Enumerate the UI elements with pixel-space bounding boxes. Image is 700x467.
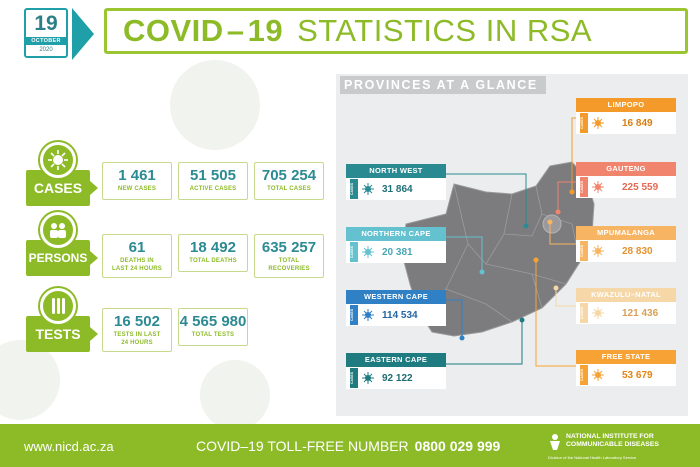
cases-tag: CASES bbox=[350, 179, 358, 199]
test-tubes-icon bbox=[40, 288, 76, 324]
virus-icon bbox=[592, 117, 604, 129]
province-western-cape: WESTERN CAPE CASES 114 534 bbox=[346, 290, 446, 326]
footer-bar: www.nicd.ac.za COVID–19 TOLL-FREE NUMBER… bbox=[0, 424, 700, 467]
footer-url[interactable]: www.nicd.ac.za bbox=[24, 439, 114, 454]
stat-value: 4 565 980 bbox=[179, 313, 247, 330]
stat-label: TOTAL bbox=[278, 258, 300, 264]
date-arrow bbox=[72, 8, 94, 60]
province-value: 121 436 bbox=[622, 307, 659, 319]
footer-toll-free: COVID–19 TOLL-FREE NUMBER 0800 029 999 bbox=[196, 438, 500, 454]
people-icon bbox=[40, 212, 76, 248]
province-name: MPUMALANGA bbox=[576, 226, 676, 240]
province-value: 114 534 bbox=[382, 309, 418, 321]
virus-icon bbox=[592, 307, 604, 319]
province-value: 31 864 bbox=[382, 183, 413, 195]
toll-label: COVID–19 TOLL-FREE NUMBER bbox=[196, 438, 409, 454]
virus-icon bbox=[40, 142, 76, 178]
title-light: STATISTICS IN RSA bbox=[297, 13, 593, 48]
nicd-logo-icon bbox=[550, 434, 560, 450]
stat-total-tests: 4 565 980 TOTAL TESTS bbox=[178, 308, 248, 346]
province-free-state: FREE STATE CASES 53 679 bbox=[576, 350, 676, 386]
province-name: WESTERN CAPE bbox=[346, 290, 446, 304]
cases-tag: CASES bbox=[350, 242, 358, 262]
province-name: FREE STATE bbox=[576, 350, 676, 364]
stat-value: 16 502 bbox=[114, 313, 160, 330]
province-kwazulu-natal: KWAZULU–NATAL CASES 121 436 bbox=[576, 288, 676, 324]
province-north-west: NORTH WEST CASES 31 864 bbox=[346, 164, 446, 200]
stat-label: LAST 24 HOURS bbox=[112, 266, 162, 272]
virus-icon bbox=[362, 309, 374, 321]
stat-label: TOTAL CASES bbox=[267, 186, 311, 192]
province-northern-cape: NORTHERN CAPE CASES 20 381 bbox=[346, 227, 446, 263]
stat-label: RECOVERIES bbox=[268, 266, 310, 272]
province-eastern-cape: EASTERN CAPE CASES 92 122 bbox=[346, 353, 446, 389]
virus-icon bbox=[362, 372, 374, 384]
province-limpopo: LIMPOPO CASES 16 849 bbox=[576, 98, 676, 134]
date-month: OCTOBER bbox=[26, 37, 66, 45]
stat-value: 1 461 bbox=[118, 167, 156, 184]
virus-icon bbox=[592, 369, 604, 381]
stat-total-recoveries: 635 257 TOTAL RECOVERIES bbox=[254, 234, 324, 278]
province-name: NORTH WEST bbox=[346, 164, 446, 178]
stat-total-cases: 705 254 TOTAL CASES bbox=[254, 162, 324, 200]
province-name: NORTHERN CAPE bbox=[346, 227, 446, 241]
stat-total-deaths: 18 492 TOTAL DEATHS bbox=[178, 234, 248, 272]
stat-value: 18 492 bbox=[190, 239, 236, 256]
footer-org-name: NATIONAL INSTITUTE FOR COMMUNICABLE DISE… bbox=[566, 433, 659, 449]
stat-tests-24h: 16 502 TESTS IN LAST 24 HOURS bbox=[102, 308, 172, 352]
province-mpumalanga: MPUMALANGA CASES 28 830 bbox=[576, 226, 676, 262]
cases-tag: CASES bbox=[350, 305, 358, 325]
stat-label: TOTAL DEATHS bbox=[189, 258, 237, 264]
stat-value: 61 bbox=[128, 239, 146, 256]
date-year: 2020 bbox=[39, 47, 53, 53]
province-gauteng: GAUTENG CASES 225 559 bbox=[576, 162, 676, 198]
background-virus-decoration bbox=[0, 340, 60, 420]
province-value: 28 830 bbox=[622, 245, 653, 257]
province-name: GAUTENG bbox=[576, 162, 676, 176]
province-name: LIMPOPO bbox=[576, 98, 676, 112]
stat-label: TOTAL TESTS bbox=[191, 332, 235, 338]
stat-label: ACTIVE CASES bbox=[189, 186, 237, 192]
virus-icon bbox=[362, 183, 374, 195]
cases-tag: CASES bbox=[580, 365, 588, 385]
stat-value: 705 254 bbox=[261, 167, 317, 184]
cases-tag: CASES bbox=[580, 241, 588, 261]
province-value: 20 381 bbox=[382, 246, 413, 258]
stat-label: NEW CASES bbox=[117, 186, 157, 192]
stat-deaths-24h: 61 DEATHS IN LAST 24 HOURS bbox=[102, 234, 172, 278]
province-value: 53 679 bbox=[622, 369, 653, 381]
date-day: 19 bbox=[34, 12, 58, 35]
province-value: 225 559 bbox=[622, 181, 659, 193]
province-value: 92 122 bbox=[382, 372, 413, 384]
org-line: NATIONAL INSTITUTE FOR bbox=[566, 433, 654, 440]
province-name: EASTERN CAPE bbox=[346, 353, 446, 367]
province-name: KWAZULU–NATAL bbox=[576, 288, 676, 302]
stat-value: 635 257 bbox=[261, 239, 317, 256]
virus-icon bbox=[592, 245, 604, 257]
cases-tag: CASES bbox=[350, 368, 358, 388]
toll-number: 0800 029 999 bbox=[414, 438, 501, 454]
background-virus-decoration bbox=[200, 360, 270, 430]
footer-org-division: Division of the National Health Laborato… bbox=[548, 455, 637, 460]
background-virus-decoration bbox=[170, 60, 260, 150]
stat-label: DEATHS IN bbox=[120, 258, 154, 264]
stat-new-cases: 1 461 NEW CASES bbox=[102, 162, 172, 200]
stat-label: 24 HOURS bbox=[121, 340, 153, 346]
stat-value: 51 505 bbox=[190, 167, 236, 184]
tests-label: TESTS bbox=[26, 316, 98, 352]
org-line: COMMUNICABLE DISEASES bbox=[566, 441, 659, 448]
stat-label: TESTS IN LAST bbox=[113, 332, 161, 338]
province-value: 16 849 bbox=[622, 117, 653, 129]
date-badge: 19 OCTOBER 2020 bbox=[24, 8, 68, 58]
virus-icon bbox=[592, 181, 604, 193]
title-bold: COVID – 19 bbox=[123, 13, 284, 48]
cases-tag: CASES bbox=[580, 113, 588, 133]
stat-active-cases: 51 505 ACTIVE CASES bbox=[178, 162, 248, 200]
page-title: COVID – 19 STATISTICS IN RSA bbox=[104, 8, 688, 54]
cases-tag: CASES bbox=[580, 177, 588, 197]
virus-icon bbox=[362, 246, 374, 258]
provinces-header: PROVINCES AT A GLANCE bbox=[340, 76, 546, 94]
cases-tag: CASES bbox=[580, 303, 588, 323]
